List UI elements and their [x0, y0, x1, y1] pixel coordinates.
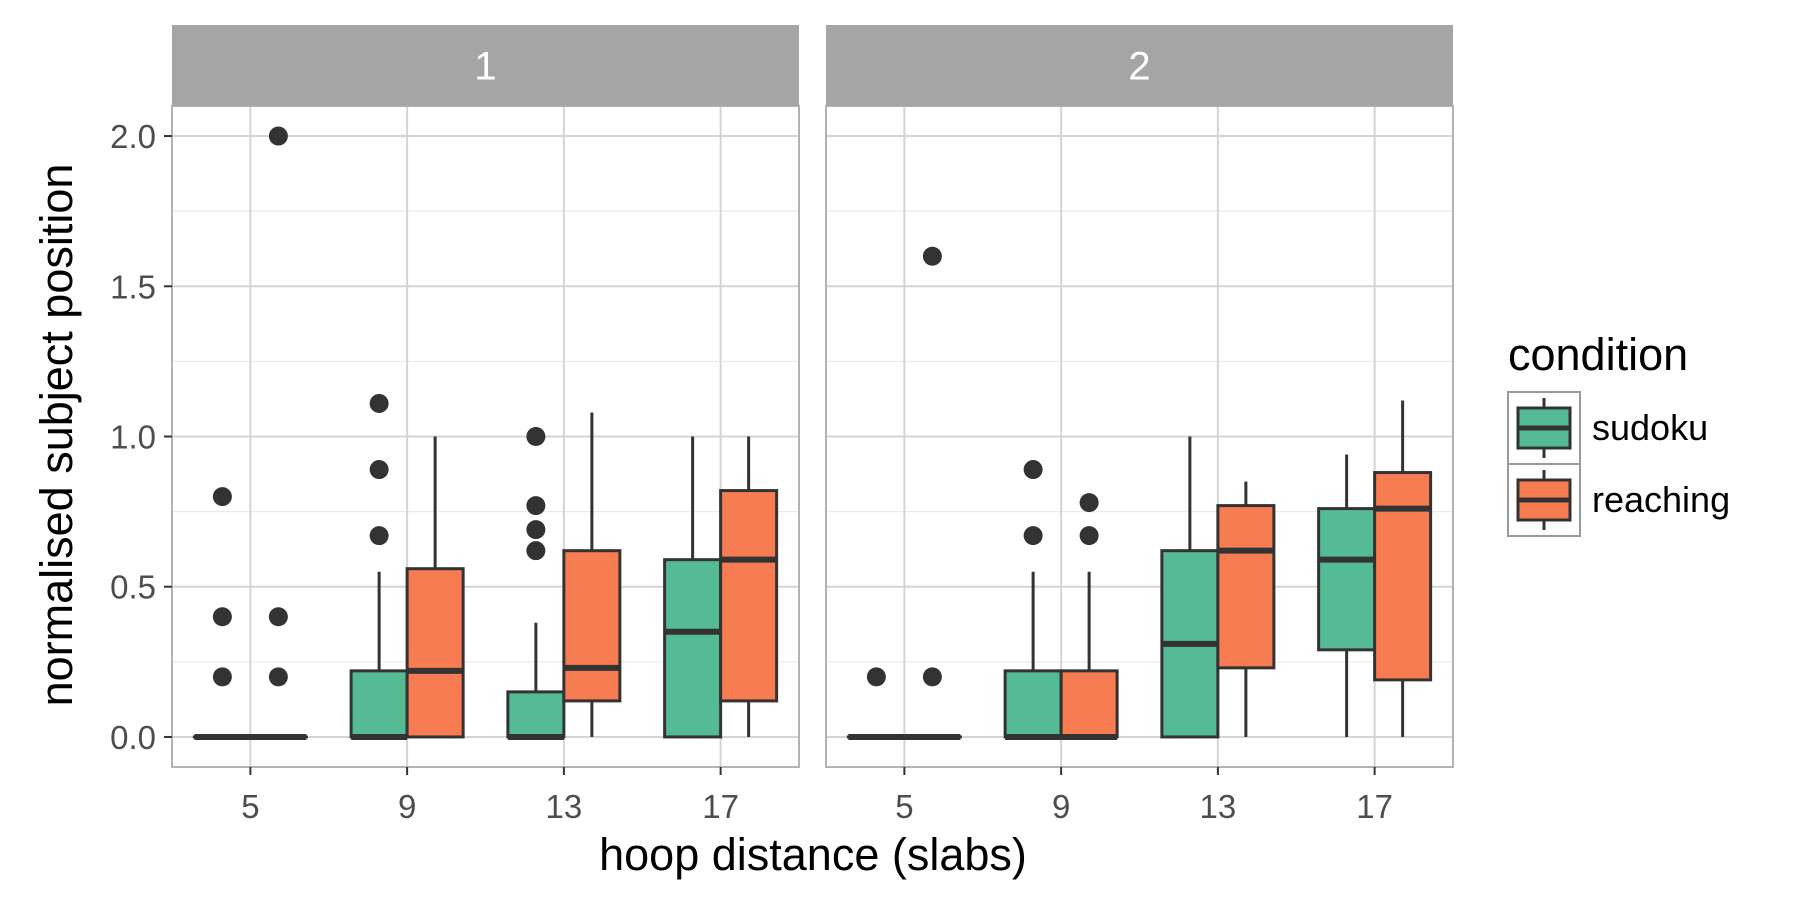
- outlier-point: [1024, 526, 1043, 545]
- legend-label: sudoku: [1592, 407, 1708, 448]
- x-tick-label: 9: [398, 788, 416, 825]
- outlier-point: [1024, 460, 1043, 479]
- y-tick-label: 0.0: [110, 719, 156, 756]
- box-body: [508, 692, 564, 737]
- outlier-point: [923, 247, 942, 266]
- y-tick-label: 1.0: [110, 419, 156, 456]
- outlier-point: [213, 607, 232, 626]
- outlier-point: [526, 427, 545, 446]
- box-body: [1061, 671, 1117, 737]
- facet-strip-label: 2: [1128, 45, 1150, 89]
- box-body: [1218, 506, 1274, 668]
- box-body: [564, 551, 620, 701]
- x-tick-label: 5: [241, 788, 259, 825]
- facet-panels: 1 5 9 13 17 2 5 9 13 17: [172, 25, 1453, 825]
- box-body: [351, 671, 407, 737]
- outlier-point: [370, 394, 389, 413]
- legend-title: condition: [1508, 329, 1688, 380]
- outlier-point: [370, 526, 389, 545]
- legend: condition sudoku reaching: [1508, 329, 1730, 536]
- outlier-point: [1080, 526, 1099, 545]
- facet-strip-label: 1: [474, 45, 496, 89]
- outlier-point: [213, 487, 232, 506]
- x-tick-label: 9: [1052, 788, 1070, 825]
- y-axis: 0.0 0.5 1.0 1.5 2.0: [110, 118, 172, 756]
- legend-item-sudoku: sudoku: [1508, 392, 1708, 464]
- y-tick-label: 1.5: [110, 268, 156, 305]
- outlier-point: [1080, 493, 1099, 512]
- facet-panel-2: 2 5 9 13 17: [826, 25, 1453, 825]
- box-body: [1319, 509, 1375, 650]
- x-axis-title: hoop distance (slabs): [599, 829, 1027, 880]
- outlier-point: [867, 667, 886, 686]
- facet-panel-1: 1 5 9 13 17: [172, 25, 799, 825]
- y-tick-label: 0.5: [110, 569, 156, 606]
- outlier-point: [269, 607, 288, 626]
- outlier-point: [213, 667, 232, 686]
- outlier-point: [526, 496, 545, 515]
- box-body: [1375, 473, 1431, 680]
- box-body: [721, 491, 777, 701]
- outlier-point: [923, 667, 942, 686]
- legend-item-reaching: reaching: [1508, 464, 1730, 536]
- outlier-point: [269, 667, 288, 686]
- x-tick-label: 13: [1200, 788, 1237, 825]
- x-tick-label: 5: [895, 788, 913, 825]
- box-body: [665, 560, 721, 737]
- outlier-point: [370, 460, 389, 479]
- x-tick-label: 17: [1356, 788, 1393, 825]
- legend-label: reaching: [1592, 479, 1730, 520]
- box-body: [1005, 671, 1061, 737]
- x-tick-label: 17: [702, 788, 739, 825]
- outlier-point: [269, 127, 288, 146]
- box-body: [407, 569, 463, 737]
- outlier-point: [526, 541, 545, 560]
- x-tick-label: 13: [546, 788, 583, 825]
- y-axis-title: normalised subject position: [31, 164, 82, 707]
- outlier-point: [526, 520, 545, 539]
- y-tick-label: 2.0: [110, 118, 156, 155]
